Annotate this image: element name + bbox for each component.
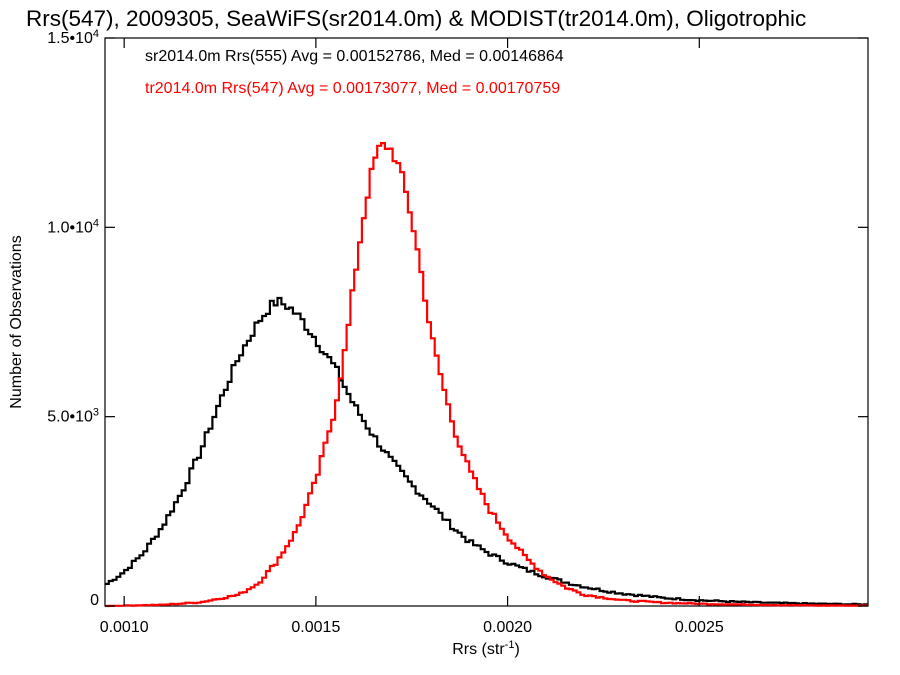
x-tick-label: 0.0015 <box>291 619 340 636</box>
x-tick-label: 0.0020 <box>483 619 532 636</box>
series-tr2014-histogram <box>105 142 868 608</box>
x-tick-label: 0.0010 <box>100 619 149 636</box>
y-tick-label: 1.0•104 <box>47 217 99 236</box>
legend-entry-sr2014: sr2014.0m Rrs(555) Avg = 0.00152786, Med… <box>145 48 564 65</box>
x-tick-label: 0.0025 <box>675 619 724 636</box>
series-layer <box>105 142 868 608</box>
x-axis-label-main: Rrs (str <box>452 641 505 658</box>
x-axis-label-sup: -1 <box>505 639 515 651</box>
plot-frame <box>104 37 869 607</box>
x-axis-label-close: ) <box>514 641 519 658</box>
y-tick-label: 1.5•104 <box>47 28 99 47</box>
x-axis-label: Rrs (str-1) <box>452 639 520 658</box>
legend-entry-tr2014: tr2014.0m Rrs(547) Avg = 0.00173077, Med… <box>145 80 560 97</box>
y-tick-label: 5.0•103 <box>47 407 99 426</box>
chart-title: Rrs(547), 2009305, SeaWiFS(sr2014.0m) & … <box>26 6 806 31</box>
ticks-layer: 0.0010 0.0015 0.0020 0.0025 0 5.0•103 1.0•104 1… <box>47 28 868 636</box>
y-axis-label: Number of Observations <box>8 235 25 408</box>
series-sr2014-histogram <box>105 296 868 606</box>
y-tick-label: 0 <box>90 592 99 609</box>
